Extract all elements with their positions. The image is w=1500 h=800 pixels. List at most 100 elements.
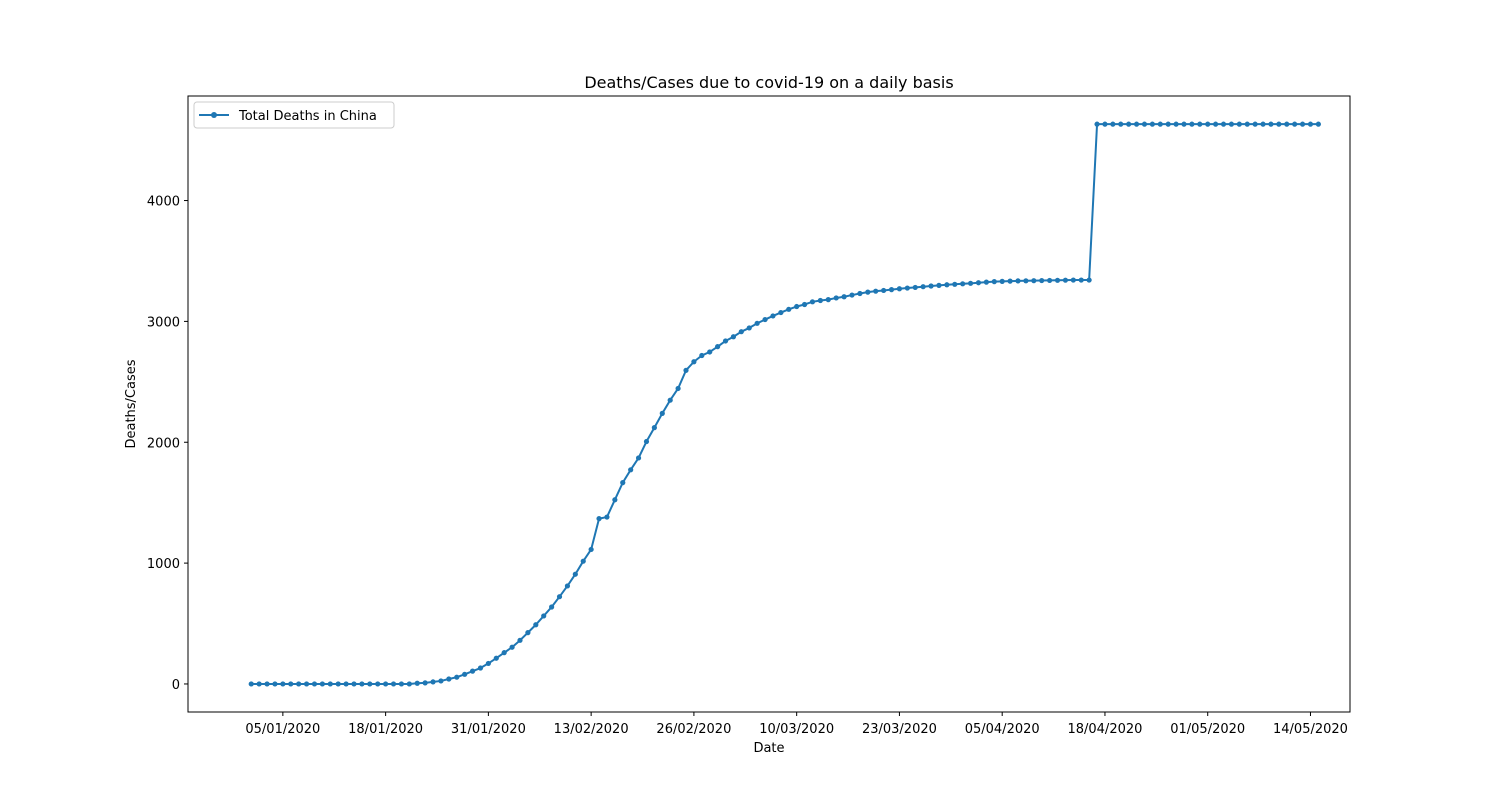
data-point [351, 681, 357, 687]
data-point [327, 681, 333, 687]
data-point [1110, 121, 1116, 127]
data-point [896, 286, 903, 292]
data-point [446, 676, 452, 682]
data-point [549, 604, 555, 610]
data-point [509, 644, 515, 650]
data-point [438, 678, 444, 684]
x-tick-label: 23/03/2020 [862, 722, 937, 737]
data-point [754, 320, 760, 326]
x-tick-label: 05/04/2020 [965, 722, 1040, 737]
data-point [873, 288, 879, 294]
data-point [1236, 121, 1242, 127]
x-tick-label: 01/05/2020 [1170, 722, 1245, 737]
data-point [1276, 121, 1282, 127]
data-point [1292, 121, 1298, 127]
data-point [541, 613, 547, 619]
data-point [414, 680, 420, 686]
data-point [1086, 277, 1092, 283]
data-point [888, 287, 895, 293]
data-point [517, 637, 523, 643]
x-tick-label: 14/05/2020 [1273, 722, 1348, 737]
data-point [612, 497, 618, 503]
data-point [596, 516, 602, 522]
data-point [501, 650, 507, 656]
data-point [659, 410, 665, 416]
series-layer [248, 121, 1321, 687]
data-point [280, 681, 286, 687]
data-point [359, 681, 365, 687]
data-point [1015, 278, 1021, 284]
data-point [406, 681, 412, 687]
legend: Total Deaths in China [193, 101, 395, 129]
data-point [1039, 277, 1045, 284]
data-point [1268, 121, 1274, 127]
data-point [1307, 121, 1314, 127]
data-point [525, 630, 531, 636]
data-point [1228, 121, 1235, 127]
data-point [272, 681, 278, 687]
data-point [1062, 277, 1069, 283]
data-point [857, 290, 863, 297]
data-point [454, 674, 460, 680]
data-point [628, 467, 634, 473]
data-point [580, 558, 586, 564]
data-point [533, 622, 539, 628]
data-point [967, 280, 974, 286]
data-point [1070, 277, 1076, 283]
data-point [604, 514, 610, 520]
x-tick-label: 13/02/2020 [554, 722, 629, 737]
data-point [390, 681, 397, 687]
data-point [335, 681, 341, 687]
data-point [1165, 121, 1171, 127]
data-point [620, 480, 626, 486]
data-point [794, 303, 800, 310]
data-point [699, 352, 705, 359]
x-tick-label: 05/01/2020 [245, 722, 320, 737]
data-point [485, 660, 491, 667]
data-point [801, 301, 808, 308]
data-point [1189, 121, 1195, 127]
data-point [904, 285, 910, 291]
x-tick-label: 26/02/2020 [656, 722, 731, 737]
data-point [762, 316, 768, 323]
data-point [715, 344, 721, 350]
legend-box [193, 101, 395, 129]
data-point [651, 425, 657, 431]
data-point [311, 681, 318, 687]
data-point [999, 278, 1005, 284]
data-point [1047, 277, 1053, 284]
x-tick-label: 10/03/2020 [759, 722, 834, 737]
data-point [738, 329, 744, 335]
data-point [264, 681, 270, 687]
legend-entry-label: Total Deaths in China [238, 109, 377, 124]
data-point [675, 385, 681, 392]
data-point [1133, 121, 1140, 127]
data-point [746, 325, 752, 331]
x-axis: 05/01/2020 18/01/2020 31/01/2020 13/02/2020… [245, 712, 1348, 737]
data-point [1205, 121, 1211, 127]
data-point [383, 681, 389, 687]
data-point [572, 571, 578, 577]
data-point [1102, 121, 1108, 127]
data-point [722, 338, 729, 344]
data-point [983, 279, 989, 285]
data-point [1141, 121, 1148, 127]
y-axis-label: Deaths/Cases [124, 359, 139, 448]
data-point [1094, 121, 1100, 127]
data-point [469, 668, 476, 674]
data-point [920, 284, 926, 290]
y-tick-label: 0 [172, 678, 180, 693]
data-point [1315, 121, 1321, 127]
series-line [251, 123, 1319, 685]
data-point [556, 594, 563, 600]
data-point [588, 546, 594, 553]
data-point [1031, 278, 1037, 284]
data-point [564, 583, 571, 589]
x-tick-label: 18/04/2020 [1067, 722, 1142, 737]
data-point [1157, 121, 1163, 127]
data-point [881, 287, 887, 294]
data-point [256, 681, 262, 687]
data-point [1054, 277, 1061, 283]
data-point [635, 455, 642, 461]
